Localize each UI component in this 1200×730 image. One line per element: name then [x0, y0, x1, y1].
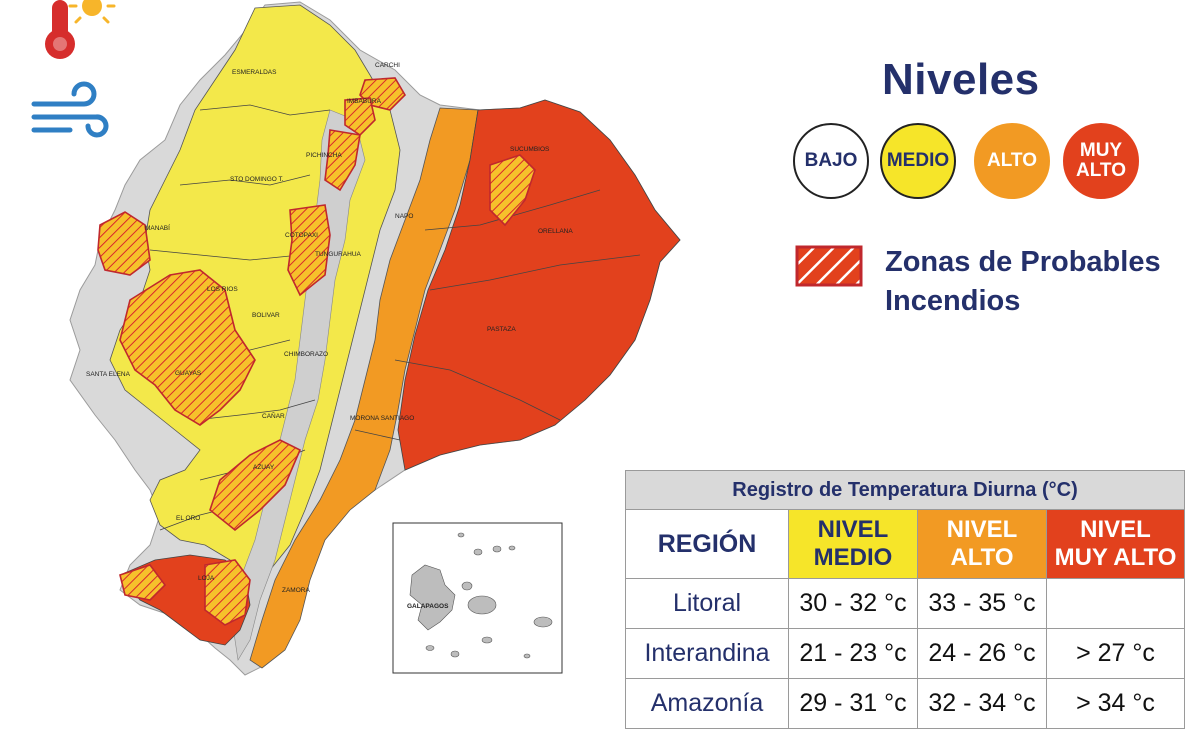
- header-nivel-medio: NIVEL MEDIO: [788, 509, 918, 579]
- fire-zone: [489, 154, 536, 227]
- row-medio: 30 - 32 °c: [788, 578, 918, 629]
- province-labels: ESMERALDAS CARCHI IMBABURA SUCUMBIOS PIC…: [86, 62, 573, 594]
- island: [473, 548, 483, 556]
- province-label-sucumbios: SUCUMBIOS: [510, 146, 550, 153]
- temperature-table: Registro de Temperatura Diurna (°C) REGI…: [625, 470, 1185, 729]
- province-label-orellana: ORELLANA: [538, 228, 573, 235]
- header-line: NIVEL: [946, 516, 1018, 544]
- inset-label-galapagos: GALAPAGOS: [407, 603, 449, 610]
- thermometer-sun-icon: [45, 0, 116, 59]
- fire-zone-legend-label: Zonas de Probables Incendios: [885, 243, 1185, 321]
- island: [492, 545, 502, 553]
- header-line: MUY ALTO: [1054, 544, 1177, 571]
- fire-zone-swatch-icon: [795, 245, 863, 287]
- level-label: ALTO: [1076, 160, 1126, 181]
- province-label-zamora: ZAMORA: [282, 587, 310, 594]
- island: [425, 645, 435, 651]
- province-label-cotopaxi: COTOPAXI: [285, 232, 318, 239]
- province-label-pastaza: PASTAZA: [487, 326, 516, 333]
- province-label-pichincha: PICHINCHA: [306, 152, 342, 159]
- header-nivel-muy-alto: NIVEL MUY ALTO: [1046, 509, 1185, 579]
- level-alto-area: [249, 107, 479, 669]
- fire-zone: [97, 211, 151, 276]
- header-line: ALTO: [950, 544, 1014, 571]
- row-medio: 29 - 31 °c: [788, 678, 918, 729]
- province-label-napo: NAPO: [395, 213, 413, 220]
- row-muy-alto: > 27 °c: [1046, 628, 1185, 679]
- row-region: Litoral: [625, 578, 789, 629]
- island: [523, 653, 531, 659]
- row-alto: 32 - 34 °c: [917, 678, 1047, 729]
- province-label-morona-santiago: MORONA SANTIAGO: [350, 415, 414, 422]
- province-label-bolivar: BOLIVAR: [252, 312, 280, 319]
- province-label-guayas: GUAYAS: [175, 370, 202, 377]
- table-row: Interandina 21 - 23 °c 24 - 26 °c > 27 °…: [625, 628, 1185, 679]
- island: [450, 650, 460, 658]
- wind-icon: [31, 81, 109, 138]
- table-title-row: Registro de Temperatura Diurna (°C): [625, 470, 1185, 510]
- fire-zone-legend-line2: Incendios: [885, 285, 1021, 318]
- map-svg: ESMERALDAS CARCHI IMBABURA SUCUMBIOS PIC…: [31, 0, 681, 676]
- ecuador-map: ESMERALDAS CARCHI IMBABURA SUCUMBIOS PIC…: [31, 0, 681, 676]
- row-region: Amazonía: [625, 678, 789, 729]
- province-label-canar: CAÑAR: [262, 411, 285, 420]
- province-label-manabi: MANABÍ: [145, 223, 170, 232]
- row-alto: 24 - 26 °c: [917, 628, 1047, 679]
- island: [461, 581, 473, 591]
- header-line: NIVEL: [1080, 516, 1151, 544]
- level-label: ALTO: [987, 150, 1037, 172]
- province-label-el-oro: EL ORO: [176, 515, 200, 522]
- fire-zone: [119, 269, 256, 426]
- island: [481, 636, 493, 644]
- fire-zone: [119, 564, 167, 601]
- province-label-carchi: CARCHI: [375, 62, 400, 69]
- header-nivel-alto: NIVEL ALTO: [917, 509, 1047, 579]
- fire-zone-legend-line1: Zonas de Probables: [885, 246, 1161, 278]
- province-label-los-rios: LOS RIOS: [207, 286, 238, 293]
- province-label-chimborazo: CHIMBORAZO: [284, 351, 328, 358]
- province-label-tungurahua: TUNGURAHUA: [315, 251, 362, 258]
- table-title: Registro de Temperatura Diurna (°C): [625, 470, 1185, 510]
- fire-zone: [324, 129, 361, 192]
- isabela-island: [409, 564, 456, 631]
- province-label-santa-elena: SANTA ELENA: [86, 371, 131, 378]
- island: [508, 545, 516, 551]
- island: [457, 532, 465, 538]
- header-line: MEDIO: [813, 544, 893, 571]
- san-cristobal-island: [533, 616, 553, 628]
- row-region: Interandina: [625, 628, 789, 679]
- fire-zone: [204, 559, 251, 626]
- row-alto: 33 - 35 °c: [917, 578, 1047, 629]
- province-label-imbabura: IMBABURA: [347, 98, 382, 105]
- fire-zone: [344, 97, 376, 137]
- legend-title: Niveles: [882, 55, 1040, 104]
- table-header-row: REGIÓN NIVEL MEDIO NIVEL ALTO NIVEL MUY …: [625, 509, 1185, 579]
- galapagos-inset: GALAPAGOS: [392, 522, 563, 674]
- fire-zones: [97, 77, 536, 626]
- fire-zone: [209, 439, 302, 532]
- level-medio-badge: MEDIO: [880, 123, 956, 199]
- level-label: BAJO: [804, 150, 858, 172]
- level-alto-badge: ALTO: [974, 123, 1050, 199]
- province-label-loja: LOJA: [198, 575, 215, 582]
- table-row: Amazonía 29 - 31 °c 32 - 34 °c > 34 °c: [625, 678, 1185, 729]
- header-region: REGIÓN: [625, 509, 789, 579]
- province-label-azuay: AZUAY: [253, 464, 275, 471]
- province-label-esmeraldas: ESMERALDAS: [232, 69, 277, 76]
- level-bajo-badge: BAJO: [793, 123, 869, 199]
- santa-cruz-island: [467, 595, 497, 615]
- andes-gray-area: [231, 109, 366, 661]
- row-muy-alto: > 34 °c: [1046, 678, 1185, 729]
- fire-zone: [287, 204, 331, 297]
- header-line: NIVEL: [817, 516, 889, 544]
- level-label: MUY: [1079, 140, 1123, 162]
- province-label-sto-domingo: STO DOMINGO T.: [230, 176, 284, 183]
- table-row: Litoral 30 - 32 °c 33 - 35 °c: [625, 578, 1185, 629]
- row-medio: 21 - 23 °c: [788, 628, 918, 679]
- level-label: MEDIO: [886, 150, 950, 172]
- row-muy-alto: [1046, 578, 1185, 629]
- level-muy-alto-badge: MUY ALTO: [1063, 123, 1139, 199]
